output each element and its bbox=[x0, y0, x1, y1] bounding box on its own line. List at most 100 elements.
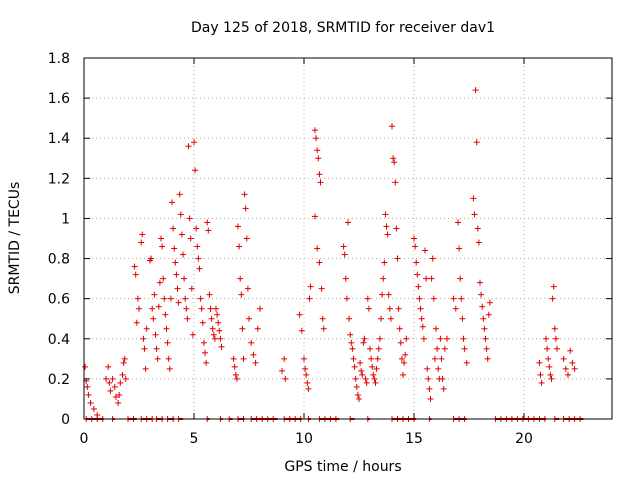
data-point bbox=[450, 295, 457, 302]
data-point bbox=[356, 395, 362, 402]
data-point bbox=[319, 315, 326, 322]
data-point bbox=[230, 355, 237, 362]
data-point bbox=[213, 305, 219, 312]
data-point bbox=[132, 271, 139, 278]
data-point bbox=[545, 355, 552, 362]
data-point bbox=[430, 295, 437, 302]
data-point bbox=[315, 155, 322, 162]
data-point bbox=[232, 371, 239, 378]
data-point bbox=[233, 375, 240, 382]
data-point bbox=[357, 359, 364, 366]
data-point bbox=[394, 255, 401, 262]
y-tick-label: 1.6 bbox=[48, 91, 70, 107]
data-point bbox=[345, 219, 351, 226]
data-point bbox=[569, 359, 576, 366]
data-point bbox=[174, 285, 181, 292]
x-tick-label: 15 bbox=[405, 431, 423, 447]
data-point bbox=[143, 325, 150, 332]
data-point bbox=[427, 395, 434, 402]
data-point bbox=[458, 295, 465, 302]
data-point bbox=[439, 375, 446, 382]
data-point bbox=[149, 305, 156, 312]
data-point bbox=[188, 285, 195, 292]
data-point bbox=[484, 355, 491, 362]
data-point bbox=[151, 291, 158, 298]
data-point bbox=[460, 335, 467, 342]
data-point bbox=[452, 305, 459, 312]
data-point bbox=[180, 251, 186, 258]
data-point bbox=[358, 367, 365, 374]
y-tick-label: 0 bbox=[61, 412, 70, 428]
data-point bbox=[112, 393, 119, 400]
data-point bbox=[353, 383, 360, 390]
data-point bbox=[314, 245, 321, 252]
data-point bbox=[162, 311, 169, 318]
data-point bbox=[248, 339, 255, 346]
data-point bbox=[538, 379, 545, 386]
data-point bbox=[120, 359, 127, 366]
data-point bbox=[87, 399, 94, 406]
data-point bbox=[166, 365, 173, 372]
data-point bbox=[428, 275, 435, 282]
data-point bbox=[312, 127, 318, 134]
data-point bbox=[176, 191, 183, 198]
data-point bbox=[391, 159, 398, 166]
data-point bbox=[307, 283, 314, 290]
data-point bbox=[425, 375, 432, 382]
data-point bbox=[313, 135, 320, 142]
data-point bbox=[301, 355, 307, 362]
data-point bbox=[316, 171, 323, 178]
data-point bbox=[401, 359, 408, 366]
data-point bbox=[479, 303, 486, 310]
data-point bbox=[198, 305, 205, 312]
data-point bbox=[549, 295, 556, 302]
data-point bbox=[138, 239, 145, 246]
data-point bbox=[298, 327, 305, 334]
data-point bbox=[187, 235, 194, 242]
data-point bbox=[107, 387, 114, 394]
data-point bbox=[571, 365, 578, 372]
data-point bbox=[177, 211, 184, 218]
chart-title: Day 125 of 2018, SRMTID for receiver dav… bbox=[191, 20, 495, 36]
data-point bbox=[111, 383, 118, 390]
data-point bbox=[158, 235, 164, 242]
data-point bbox=[343, 295, 350, 302]
y-tick-label: 1.2 bbox=[48, 171, 70, 187]
data-point bbox=[361, 335, 368, 342]
data-point bbox=[175, 299, 182, 306]
data-point bbox=[305, 385, 312, 392]
data-point bbox=[195, 255, 202, 262]
data-point bbox=[390, 155, 397, 162]
data-point bbox=[189, 331, 196, 338]
data-point bbox=[544, 345, 551, 352]
data-point bbox=[173, 271, 180, 278]
data-point bbox=[374, 355, 381, 362]
data-point bbox=[237, 275, 244, 282]
data-point bbox=[364, 295, 371, 302]
data-point bbox=[140, 335, 147, 342]
data-point bbox=[250, 351, 257, 358]
data-point bbox=[115, 399, 122, 406]
data-point bbox=[474, 225, 481, 232]
data-point bbox=[252, 359, 259, 366]
data-point bbox=[238, 291, 245, 298]
data-point bbox=[481, 325, 488, 332]
data-point bbox=[303, 371, 310, 378]
data-point bbox=[217, 335, 224, 342]
data-point bbox=[246, 315, 252, 322]
data-point bbox=[241, 191, 248, 198]
data-point bbox=[350, 355, 357, 362]
data-point bbox=[382, 211, 389, 218]
data-point bbox=[281, 355, 288, 362]
data-point bbox=[203, 359, 210, 366]
data-point bbox=[426, 385, 433, 392]
data-point bbox=[365, 305, 372, 312]
data-point bbox=[349, 345, 356, 352]
data-point bbox=[360, 339, 367, 346]
data-point bbox=[370, 371, 377, 378]
data-point bbox=[429, 255, 436, 262]
data-point bbox=[351, 363, 358, 370]
data-point bbox=[412, 243, 419, 250]
data-point bbox=[369, 363, 376, 370]
data-point bbox=[384, 231, 391, 238]
